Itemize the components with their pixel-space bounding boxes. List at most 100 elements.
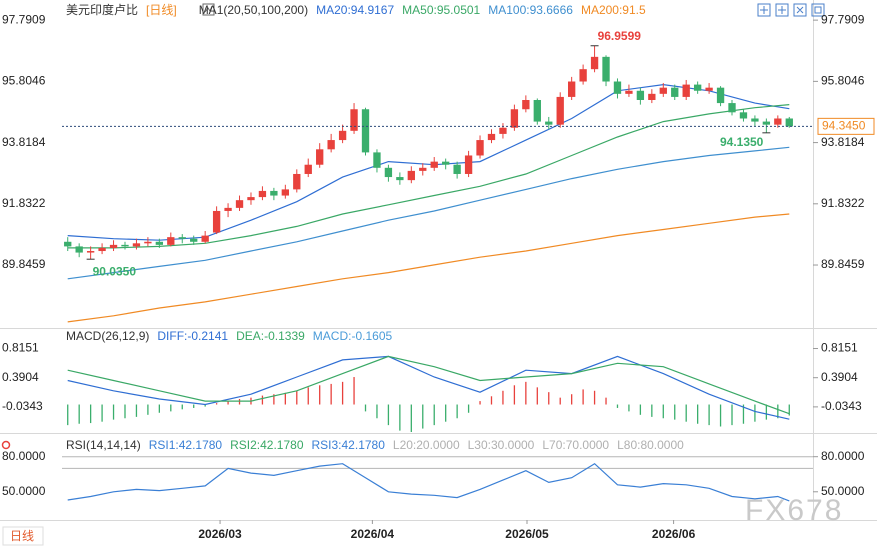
legend-entry: DIFF:-0.2141: [157, 329, 228, 343]
tool-icon[interactable]: [811, 3, 825, 17]
x-tick-label: 2026/06: [652, 527, 696, 541]
candle-body: [293, 173, 301, 190]
y-tick-label: 80.0000: [821, 449, 865, 463]
line: [67, 104, 790, 249]
watermark: FX678: [745, 494, 843, 527]
panel-title: RSI(14,14,14): [66, 438, 141, 452]
candle-body: [602, 56, 610, 82]
legend-entry: MACD:-0.1605: [313, 329, 393, 343]
line: [67, 355, 790, 420]
line: [67, 213, 790, 323]
candle-body: [361, 109, 370, 153]
toolbar: [757, 3, 825, 17]
candle-body: [774, 118, 782, 125]
candle-body: [430, 161, 438, 168]
y-tick-label: 89.8459: [821, 257, 865, 271]
candle-body: [86, 251, 95, 253]
line: [67, 355, 790, 415]
candle-body: [201, 235, 209, 242]
level-label: L80:80.0000: [617, 438, 684, 452]
candle-body: [144, 241, 152, 244]
line: [67, 83, 790, 241]
candle-body: [682, 84, 690, 97]
legend-entry: RSI1:42.1780: [149, 438, 223, 452]
candle-body: [419, 167, 427, 171]
legend-entry: MA20:94.9167: [316, 3, 394, 17]
y-tick-label: 97.7909: [2, 12, 46, 26]
candle-body: [396, 177, 404, 181]
period-button[interactable]: [2, 526, 44, 546]
candle-body: [510, 109, 519, 128]
indicator-label: MA1(20,50,100,200): [199, 3, 308, 17]
legend-entry: RSI3:42.1780: [312, 438, 386, 452]
candle-body: [693, 84, 702, 91]
y-tick-label: 50.0000: [2, 484, 46, 498]
y-tick-label: 0.8151: [821, 341, 858, 355]
y-tick-label: 91.8322: [821, 196, 865, 210]
candle-body: [648, 93, 656, 100]
candle-body: [224, 207, 232, 211]
candle-body: [75, 246, 83, 253]
y-tick-label: 89.8459: [2, 257, 46, 271]
candle-body: [109, 244, 118, 248]
tool-icon[interactable]: [775, 3, 789, 17]
y-tick-label: 97.7909: [821, 12, 865, 26]
extreme-label: 94.1350: [720, 135, 764, 149]
candle-body: [636, 90, 645, 100]
y-tick-label: 93.8184: [2, 135, 46, 149]
y-tick-label: 0.3904: [2, 370, 39, 384]
candle-body: [64, 241, 72, 247]
extreme-label: 96.9599: [598, 29, 642, 43]
y-tick-label: 95.8046: [821, 74, 865, 88]
candle-body: [751, 118, 759, 122]
candle-body: [132, 243, 141, 247]
candle-body: [270, 190, 278, 196]
panel-title: MACD(26,12,9): [66, 329, 149, 343]
level-label: L70:70.0000: [542, 438, 609, 452]
y-tick-label: -0.0343: [2, 399, 43, 413]
candle-body: [522, 100, 530, 110]
legend-entry: MA50:95.0501: [402, 3, 480, 17]
y-tick-label: 50.0000: [821, 484, 865, 498]
candle-body: [350, 109, 358, 131]
candle-body: [556, 96, 564, 125]
x-tick-label: 2026/03: [198, 527, 242, 541]
settings-icon[interactable]: [1, 440, 11, 450]
candle-body: [739, 112, 748, 119]
y-tick-label: 95.8046: [2, 74, 46, 88]
level-label: L30:30.0000: [468, 438, 535, 452]
tool-icon[interactable]: [757, 3, 771, 17]
extreme-label: 90.0350: [93, 264, 137, 278]
line: [67, 146, 790, 280]
y-tick-label: 93.8184: [821, 135, 865, 149]
legend-entry: RSI2:42.1780: [230, 438, 304, 452]
candle-body: [785, 118, 793, 127]
tool-icon[interactable]: [793, 3, 807, 17]
candle-body: [190, 238, 198, 242]
candle-body: [327, 140, 335, 150]
candle-body: [235, 200, 244, 208]
x-tick-label: 2026/04: [351, 527, 395, 541]
candle-body: [281, 189, 290, 196]
candle-body: [625, 90, 633, 94]
x-tick-label: 2026/05: [505, 527, 549, 541]
candle-body: [671, 87, 679, 97]
candle-body: [476, 140, 484, 156]
legend-entry: MA200:91.5: [581, 3, 646, 17]
candle-body: [613, 81, 622, 94]
last-price-tag: [817, 117, 875, 135]
candle-body: [338, 130, 347, 141]
candle-body: [499, 127, 507, 134]
legend-entry: DEA:-0.1339: [236, 329, 305, 343]
indicator-icon[interactable]: [202, 3, 215, 16]
candle-body: [545, 121, 553, 125]
candle-body: [590, 56, 599, 70]
candle-body: [464, 155, 473, 174]
period-tag: [日线]: [146, 3, 177, 17]
candle-body: [533, 100, 541, 122]
candle-body: [247, 197, 255, 201]
candle-body: [762, 121, 771, 125]
candle-body: [258, 190, 267, 198]
candle-body: [178, 237, 186, 239]
